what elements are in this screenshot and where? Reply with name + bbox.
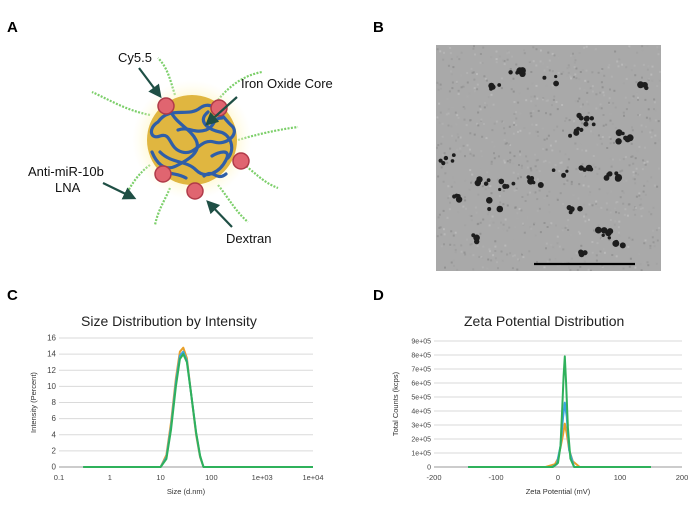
y-tick-label: 4e+05: [411, 409, 431, 416]
y-tick-label: 2: [52, 446, 57, 455]
y-tick-label: 0: [52, 463, 57, 472]
y-tick-label: 4: [52, 430, 57, 439]
x-tick-label: 100: [614, 473, 627, 482]
x-axis-label: Size (d.nm): [167, 487, 206, 496]
callout-arrows: [102, 67, 238, 228]
series-line-green: [83, 353, 313, 468]
y-tick-label: 8e+05: [411, 353, 431, 360]
y-tick-label: 12: [47, 366, 56, 375]
series-line-green: [468, 355, 651, 468]
y-tick-label: 16: [47, 334, 56, 343]
y-tick-label: 7e+05: [411, 367, 431, 374]
label-anti-mir-10b: Anti-miR-10b: [28, 164, 104, 179]
panel-label-b: B: [373, 19, 384, 36]
panel-label-d: D: [373, 287, 384, 304]
series-line-orange: [468, 422, 651, 468]
x-tick-label: 10: [156, 473, 164, 482]
x-tick-label: 0.1: [54, 473, 64, 482]
x-tick-label: -100: [488, 473, 503, 482]
panel-label-a: A: [7, 19, 18, 36]
x-tick-label: 1: [108, 473, 112, 482]
x-tick-label: 1e+03: [252, 473, 273, 482]
y-tick-label: 6: [52, 414, 57, 423]
tem-micrograph: [436, 45, 661, 271]
label-cy55: Cy5.5: [118, 50, 152, 65]
label-iron-oxide-core: Iron Oxide Core: [241, 76, 333, 91]
x-tick-label: 100: [205, 473, 218, 482]
y-axis-label: Intensity (Percent): [29, 372, 38, 433]
y-tick-label: 10: [47, 382, 56, 391]
x-axis-label: Zeta Potential (mV): [526, 487, 591, 496]
y-tick-label: 9e+05: [411, 339, 431, 346]
y-tick-label: 2e+05: [411, 437, 431, 444]
chart-c-title: Size Distribution by Intensity: [81, 313, 257, 329]
tem-nanoparticles: [438, 67, 649, 258]
y-tick-label: 14: [47, 350, 56, 359]
y-tick-label: 1e+05: [411, 451, 431, 458]
dextran-coating: [149, 103, 236, 180]
cy55-dyes: [154, 97, 250, 200]
x-tick-label: 200: [676, 473, 689, 482]
nanoparticle-schematic: [91, 57, 299, 228]
x-tick-label: 0: [556, 473, 560, 482]
label-dextran: Dextran: [226, 231, 272, 246]
panel-label-c: C: [7, 287, 18, 304]
y-tick-label: 5e+05: [411, 395, 431, 402]
x-tick-label: 1e+04: [302, 473, 323, 482]
label-lna: LNA: [55, 180, 81, 195]
y-axis-label: Total Counts (kcps): [391, 371, 400, 436]
size-distribution-chart: 0 2 4 6 8 10 12 14 16 0.1 1 10 100 1e+03 1e+04 Size (d.…: [29, 334, 324, 497]
x-tick-label: -200: [426, 473, 441, 482]
y-tick-label: 8: [52, 398, 57, 407]
y-tick-label: 6e+05: [411, 381, 431, 388]
y-tick-label: 0: [427, 465, 431, 472]
chart-d-title: Zeta Potential Distribution: [464, 313, 625, 329]
zeta-potential-chart: 0 1e+05 2e+05 3e+05 4e+05 5e+05 6e+05 7e+05 8e+0…: [391, 339, 689, 497]
y-tick-label: 3e+05: [411, 423, 431, 430]
